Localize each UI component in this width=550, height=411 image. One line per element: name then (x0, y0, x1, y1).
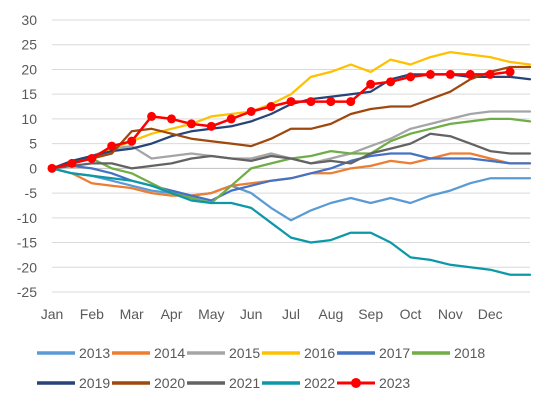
legend-label: 2019 (79, 375, 110, 391)
data-point-2023 (107, 141, 117, 151)
legend-item-2017: 2017 (337, 345, 410, 361)
x-tick-label: Sep (358, 306, 383, 322)
series-line-2013 (50, 167, 532, 222)
legend-item-2019: 2019 (37, 375, 110, 391)
legend-label: 2022 (304, 375, 335, 391)
data-point-2023 (206, 121, 216, 131)
x-tick-label: Apr (161, 306, 183, 322)
y-tick-label: -20 (17, 259, 37, 275)
legend-item-2018: 2018 (412, 345, 485, 361)
data-point-2023 (67, 158, 77, 168)
series-line-2020 (50, 65, 532, 170)
x-tick-label: Aug (318, 306, 343, 322)
data-point-2023 (286, 97, 296, 107)
data-point-2023 (465, 69, 475, 79)
legend-label: 2014 (154, 345, 185, 361)
x-tick-label: Jun (240, 306, 263, 322)
x-tick-label: May (198, 306, 224, 322)
y-axis: -25 -20 -15 -10 -5 0 5 10 15 20 25 30 (17, 12, 37, 300)
data-point-2023 (186, 119, 196, 129)
legend-item-2016: 2016 (262, 345, 335, 361)
data-point-2023 (485, 69, 495, 79)
legend-item-2021: 2021 (187, 375, 260, 391)
data-point-2023 (425, 69, 435, 79)
y-tick-label: 0 (29, 160, 37, 176)
legend-item-2014: 2014 (112, 345, 185, 361)
x-tick-label: Jan (41, 306, 64, 322)
y-tick-label: -5 (25, 185, 38, 201)
legend-label: 2015 (229, 345, 260, 361)
data-point-2023 (47, 163, 57, 173)
data-point-2023 (326, 97, 336, 107)
x-tick-label: Oct (400, 306, 422, 322)
x-tick-label: Mar (120, 306, 144, 322)
data-point-2023 (147, 111, 157, 121)
data-point-2023 (246, 106, 256, 116)
legend-label: 2013 (79, 345, 110, 361)
y-tick-label: 20 (21, 61, 37, 77)
gridlines (52, 19, 530, 293)
y-tick-label: 5 (29, 136, 37, 152)
data-point-2023 (366, 79, 376, 89)
series-line-2021 (50, 132, 532, 170)
legend-label: 2020 (154, 375, 185, 391)
data-point-2023 (386, 77, 396, 87)
legend-item-2020: 2020 (112, 375, 185, 391)
series-line-2018 (50, 117, 532, 205)
y-tick-label: -25 (17, 284, 37, 300)
data-point-2023 (127, 136, 137, 146)
legend-label: 2017 (379, 345, 410, 361)
legend-label: 2023 (379, 375, 410, 391)
x-tick-label: Feb (80, 306, 104, 322)
legend-item-2013: 2013 (37, 345, 110, 361)
y-tick-label: 30 (21, 12, 37, 28)
data-point-2023 (445, 69, 455, 79)
data-point-2023 (226, 114, 236, 124)
x-tick-label: Nov (438, 306, 463, 322)
data-point-2023 (406, 72, 415, 82)
legend-label: 2018 (454, 345, 485, 361)
legend-label: 2021 (229, 375, 260, 391)
data-point-2023 (346, 97, 356, 107)
series-line-2014 (50, 152, 532, 197)
data-point-2023 (505, 67, 515, 77)
y-tick-label: -15 (17, 235, 37, 251)
legend-label: 2016 (304, 345, 335, 361)
series-line-2022 (50, 167, 532, 276)
plot-area (47, 50, 532, 276)
y-tick-label: 10 (21, 111, 37, 127)
y-tick-label: 15 (21, 86, 37, 102)
legend-item-2015: 2015 (187, 345, 260, 361)
data-point-2023 (167, 114, 176, 124)
legend: 2013 2014 2015 2016 2017 2018 2019 2020 2021 2022… (37, 345, 485, 391)
legend-item-2022: 2022 (262, 375, 335, 391)
y-tick-label: 25 (21, 37, 37, 53)
legend-marker (351, 378, 361, 388)
legend-item-2023: 2023 (337, 375, 410, 391)
x-tick-label: Dec (478, 306, 503, 322)
data-point-2023 (266, 102, 276, 112)
x-tick-label: Jul (282, 306, 300, 322)
y-tick-label: -10 (17, 210, 37, 226)
x-axis: Jan Feb Mar Apr May Jun Jul Aug Sep Oct Nov Dec (41, 306, 503, 322)
data-point-2023 (306, 97, 316, 107)
data-point-2023 (87, 153, 97, 163)
